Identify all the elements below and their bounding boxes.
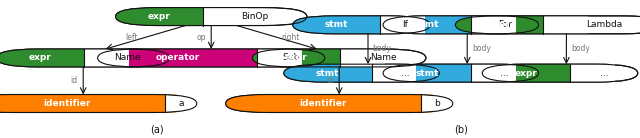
FancyBboxPatch shape (292, 16, 430, 34)
FancyBboxPatch shape (98, 49, 325, 67)
Text: body: body (372, 44, 392, 54)
FancyBboxPatch shape (0, 49, 170, 67)
FancyBboxPatch shape (483, 64, 637, 82)
FancyBboxPatch shape (253, 49, 381, 67)
Text: Sub: Sub (282, 53, 300, 63)
Bar (84, 49, 129, 67)
FancyBboxPatch shape (0, 95, 206, 112)
Text: Name: Name (370, 53, 396, 63)
Text: operator: operator (155, 53, 200, 63)
Text: left: left (125, 33, 138, 42)
FancyBboxPatch shape (0, 49, 125, 67)
Text: ...: ... (600, 69, 608, 78)
FancyBboxPatch shape (292, 16, 422, 34)
FancyBboxPatch shape (383, 16, 512, 34)
Text: expr: expr (515, 69, 538, 78)
FancyBboxPatch shape (383, 16, 538, 34)
Bar (257, 49, 302, 67)
Text: id: id (70, 76, 77, 85)
Text: body: body (571, 44, 590, 54)
Text: expr: expr (488, 20, 511, 29)
Bar (204, 8, 248, 26)
Bar (471, 64, 516, 82)
FancyBboxPatch shape (226, 95, 463, 112)
Text: expr: expr (285, 53, 308, 63)
FancyBboxPatch shape (0, 95, 197, 112)
Bar (471, 16, 516, 34)
Text: If: If (403, 20, 408, 29)
FancyBboxPatch shape (115, 8, 245, 26)
FancyBboxPatch shape (284, 64, 413, 82)
Text: For: For (498, 20, 511, 29)
Text: expr: expr (29, 53, 52, 63)
Text: stmt: stmt (316, 69, 339, 78)
Text: body: body (472, 44, 491, 54)
Bar (421, 95, 466, 112)
Text: identifier: identifier (300, 99, 347, 108)
FancyBboxPatch shape (226, 95, 453, 112)
FancyBboxPatch shape (253, 49, 426, 67)
Text: stmt: stmt (325, 20, 348, 29)
FancyBboxPatch shape (456, 16, 640, 34)
Text: expr: expr (148, 12, 171, 21)
Bar (165, 95, 210, 112)
Text: b: b (434, 99, 440, 108)
FancyBboxPatch shape (115, 8, 307, 26)
FancyBboxPatch shape (383, 64, 538, 82)
Text: a: a (178, 99, 184, 108)
Text: right: right (282, 33, 300, 42)
Text: (a): (a) (150, 125, 164, 135)
Text: op: op (197, 33, 206, 42)
Text: Lambda: Lambda (586, 20, 622, 29)
Bar (570, 64, 614, 82)
Bar (340, 49, 385, 67)
Text: id: id (326, 76, 333, 85)
FancyBboxPatch shape (98, 49, 298, 67)
Bar (543, 16, 588, 34)
Text: ...: ... (401, 69, 410, 78)
FancyBboxPatch shape (456, 16, 585, 34)
Text: Name: Name (114, 53, 140, 63)
FancyBboxPatch shape (383, 64, 512, 82)
FancyBboxPatch shape (284, 64, 440, 82)
Text: identifier: identifier (44, 99, 91, 108)
Bar (380, 16, 425, 34)
Text: stmt: stmt (415, 20, 438, 29)
Text: BinOp: BinOp (241, 12, 269, 21)
Text: (b): (b) (454, 125, 468, 135)
FancyBboxPatch shape (483, 64, 612, 82)
Text: ...: ... (500, 69, 509, 78)
Text: stmt: stmt (415, 69, 438, 78)
Bar (371, 64, 417, 82)
